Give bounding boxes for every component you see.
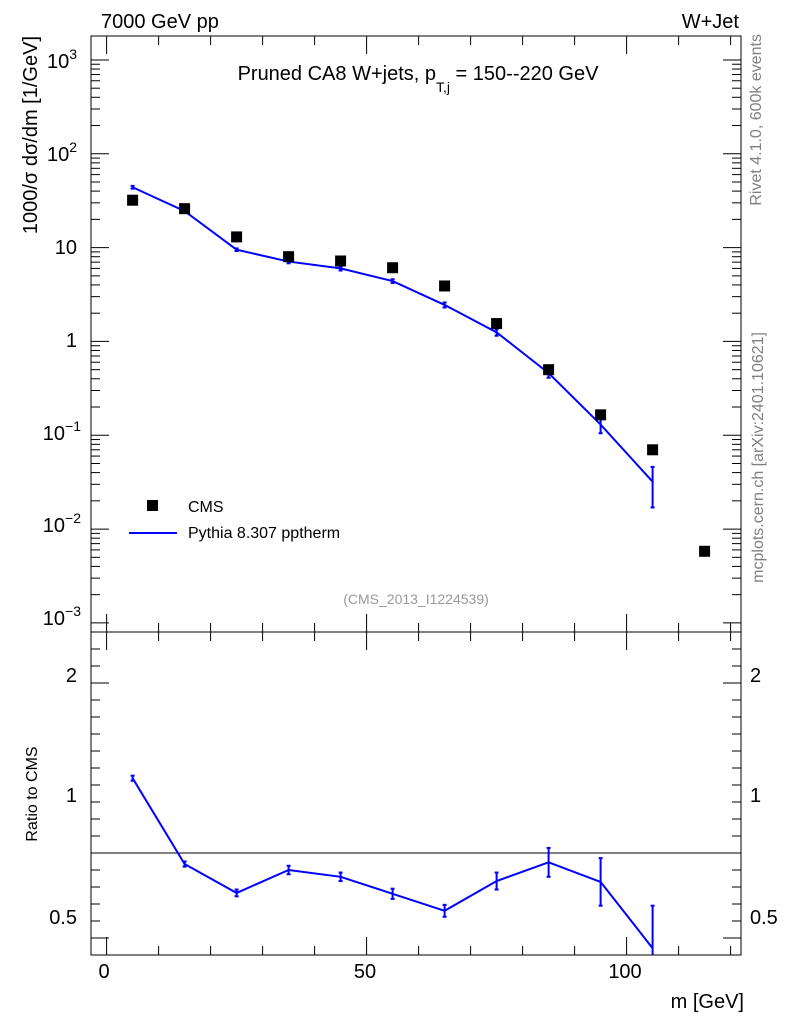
header-right: W+Jet: [682, 11, 740, 33]
x-tick-label-100: 100: [608, 961, 641, 983]
analysis-label: (CMS_2013_I1224539): [343, 591, 489, 607]
x-axis-label: m [GeV]: [671, 991, 744, 1013]
y-tick-label-1em2: 10−2: [43, 510, 81, 537]
y-tick-label-10: 10: [55, 237, 77, 259]
y-tick-label-1em1: 10−1: [43, 418, 81, 445]
x-tick-label-0: 0: [98, 961, 109, 983]
data-point: [387, 262, 399, 274]
data-point: [283, 251, 295, 263]
data-point: [439, 280, 451, 292]
ratio-tick-label-1-right: 1: [750, 785, 761, 807]
ratio-tick-label-2-right: 2: [750, 665, 761, 687]
y-tick-label-1em3: 10−3: [43, 603, 81, 630]
data-point: [491, 318, 503, 330]
mc-line: [132, 186, 654, 483]
y-tick-label-1: 1: [66, 330, 77, 352]
ratio-series: [130, 774, 655, 955]
header-left: 7000 GeV pp: [101, 11, 219, 33]
data-point: [231, 231, 243, 243]
data-point: [595, 409, 607, 421]
data-point: [335, 255, 347, 267]
legend-mc-label: Pythia 8.307 pptherm: [188, 525, 340, 542]
ratio-line: [131, 777, 654, 949]
data-point: [543, 364, 555, 376]
data-point: [647, 444, 659, 456]
legend-data-label: CMS: [188, 499, 224, 516]
data-series: [127, 194, 711, 557]
ratio-y-axis-label: Ratio to CMS: [24, 746, 41, 841]
legend-data-marker: [147, 500, 158, 511]
ratio-tick-label-05-right: 0.5: [750, 907, 778, 929]
main-plot-frame: [90, 35, 742, 633]
y-tick-label-1e3: 103: [47, 46, 77, 73]
data-point: [179, 203, 191, 215]
x-tick-label-50: 50: [354, 961, 376, 983]
chart-title: Pruned CA8 W+jets, pT,j = 150--220 GeV: [238, 63, 600, 95]
chart-title-sub: T,j: [436, 79, 450, 95]
data-point: [127, 194, 139, 206]
y-tick-label-1e2: 102: [47, 139, 77, 166]
axis-ticks: [91, 36, 741, 956]
ratio-plot-frame: [90, 631, 742, 956]
chart-title-main: Pruned CA8 W+jets, p: [238, 63, 436, 85]
rivet-label: Rivet 4.1.0, 600k events: [748, 34, 765, 206]
data-point: [699, 545, 711, 557]
mc-series: [130, 184, 655, 509]
ratio-tick-label-1: 1: [66, 785, 77, 807]
y-axis-label: 1000/σ dσ/dm [1/GeV]: [20, 36, 42, 234]
mcplots-label: mcplots.cern.ch [arXiv:2401.10621]: [750, 332, 767, 583]
ratio-tick-label-2: 2: [66, 665, 77, 687]
ratio-tick-label-05: 0.5: [49, 907, 77, 929]
chart-title-rest: = 150--220 GeV: [450, 63, 599, 85]
